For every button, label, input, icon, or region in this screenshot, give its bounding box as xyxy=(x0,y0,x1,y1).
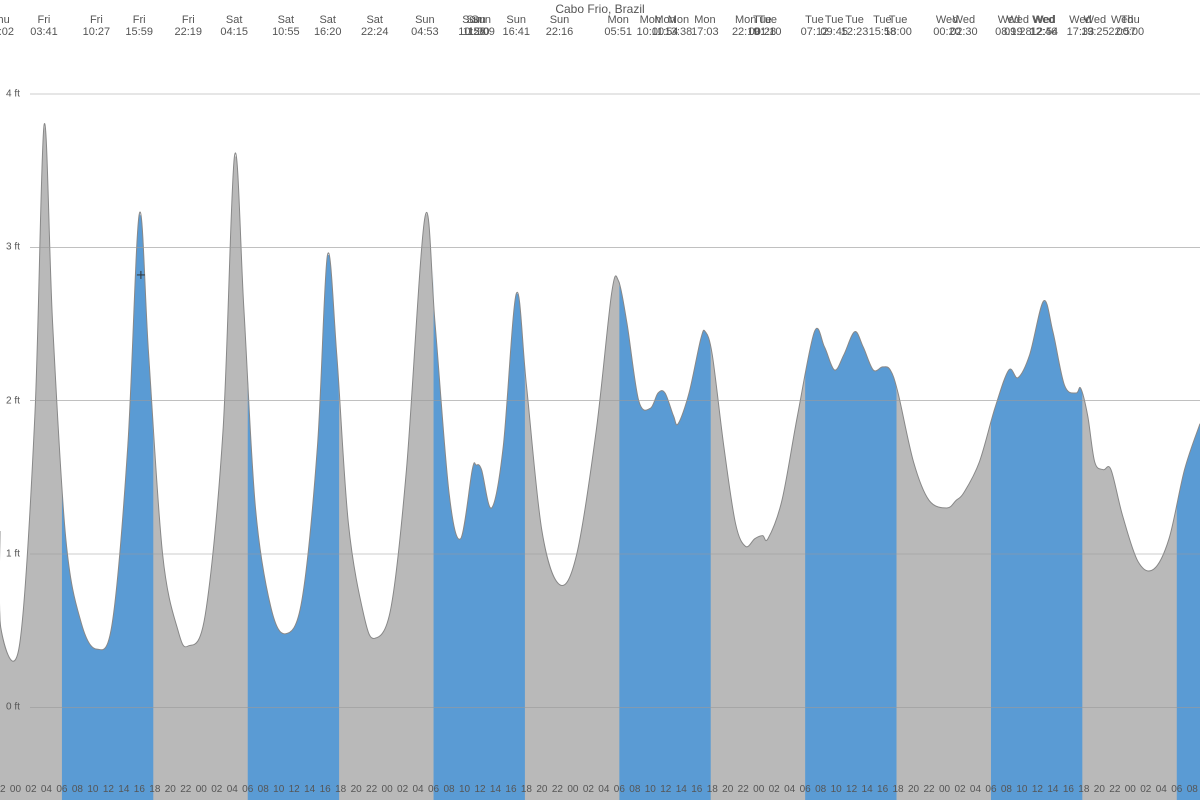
y-tick-label: 0 ft xyxy=(6,702,20,713)
chart-title: Cabo Frio, Brazil xyxy=(0,2,1200,16)
y-tick-label: 4 ft xyxy=(6,89,20,100)
y-tick-label: 2 ft xyxy=(6,395,20,406)
chart-svg xyxy=(0,0,1200,800)
y-tick-label: 3 ft xyxy=(6,242,20,253)
y-tick-label: 1 ft xyxy=(6,549,20,560)
tide-chart: Cabo Frio, Brazil Thu22:02Fri03:41Fri10:… xyxy=(0,0,1200,800)
